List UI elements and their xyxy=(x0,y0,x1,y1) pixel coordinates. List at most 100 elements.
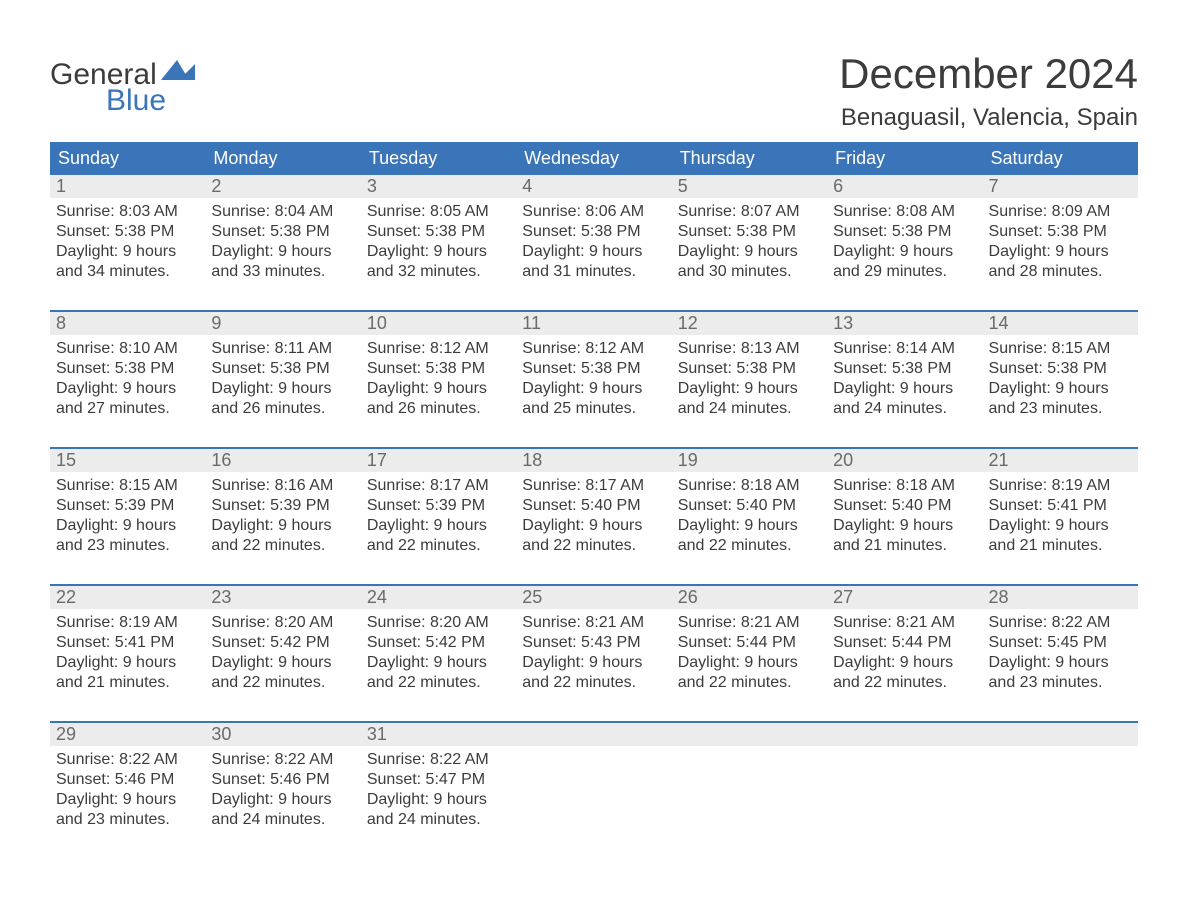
calendar-cell: 6Sunrise: 8:08 AMSunset: 5:38 PMDaylight… xyxy=(827,175,982,286)
day-number: 1 xyxy=(50,175,205,198)
sunrise-line: Sunrise: 8:19 AM xyxy=(56,613,199,633)
cell-body: Sunrise: 8:22 AMSunset: 5:46 PMDaylight:… xyxy=(205,746,360,834)
day-header-thursday: Thursday xyxy=(672,142,827,175)
calendar-cell xyxy=(672,723,827,834)
day-number: 31 xyxy=(361,723,516,746)
calendar-cell: 2Sunrise: 8:04 AMSunset: 5:38 PMDaylight… xyxy=(205,175,360,286)
daylight-line: Daylight: 9 hours and 32 minutes. xyxy=(367,242,510,282)
sunset-line: Sunset: 5:38 PM xyxy=(367,359,510,379)
sunrise-line: Sunrise: 8:16 AM xyxy=(211,476,354,496)
sunset-line: Sunset: 5:44 PM xyxy=(833,633,976,653)
day-header-sunday: Sunday xyxy=(50,142,205,175)
sunrise-line: Sunrise: 8:17 AM xyxy=(522,476,665,496)
logo: General Blue xyxy=(50,50,195,116)
daylight-line: Daylight: 9 hours and 26 minutes. xyxy=(211,379,354,419)
calendar-cell xyxy=(827,723,982,834)
day-number: 8 xyxy=(50,312,205,335)
sunset-line: Sunset: 5:38 PM xyxy=(211,359,354,379)
sunrise-line: Sunrise: 8:06 AM xyxy=(522,202,665,222)
week-row: 1Sunrise: 8:03 AMSunset: 5:38 PMDaylight… xyxy=(50,175,1138,286)
sunset-line: Sunset: 5:38 PM xyxy=(989,222,1132,242)
sunset-line: Sunset: 5:44 PM xyxy=(678,633,821,653)
sunset-line: Sunset: 5:39 PM xyxy=(367,496,510,516)
sunset-line: Sunset: 5:40 PM xyxy=(678,496,821,516)
day-header-tuesday: Tuesday xyxy=(361,142,516,175)
day-header-saturday: Saturday xyxy=(983,142,1138,175)
daylight-line: Daylight: 9 hours and 22 minutes. xyxy=(367,516,510,556)
cell-body: Sunrise: 8:17 AMSunset: 5:40 PMDaylight:… xyxy=(516,472,671,560)
sunrise-line: Sunrise: 8:12 AM xyxy=(522,339,665,359)
daylight-line: Daylight: 9 hours and 21 minutes. xyxy=(989,516,1132,556)
sunset-line: Sunset: 5:38 PM xyxy=(522,222,665,242)
day-number xyxy=(516,723,671,746)
day-number: 7 xyxy=(983,175,1138,198)
cell-body: Sunrise: 8:07 AMSunset: 5:38 PMDaylight:… xyxy=(672,198,827,286)
sunrise-line: Sunrise: 8:11 AM xyxy=(211,339,354,359)
day-number: 6 xyxy=(827,175,982,198)
sunrise-line: Sunrise: 8:04 AM xyxy=(211,202,354,222)
sunrise-line: Sunrise: 8:12 AM xyxy=(367,339,510,359)
daylight-line: Daylight: 9 hours and 27 minutes. xyxy=(56,379,199,419)
cell-body: Sunrise: 8:04 AMSunset: 5:38 PMDaylight:… xyxy=(205,198,360,286)
sunset-line: Sunset: 5:38 PM xyxy=(211,222,354,242)
calendar-cell: 3Sunrise: 8:05 AMSunset: 5:38 PMDaylight… xyxy=(361,175,516,286)
cell-body: Sunrise: 8:19 AMSunset: 5:41 PMDaylight:… xyxy=(983,472,1138,560)
day-number: 15 xyxy=(50,449,205,472)
daylight-line: Daylight: 9 hours and 22 minutes. xyxy=(833,653,976,693)
week-row: 8Sunrise: 8:10 AMSunset: 5:38 PMDaylight… xyxy=(50,310,1138,423)
sunrise-line: Sunrise: 8:07 AM xyxy=(678,202,821,222)
day-number: 30 xyxy=(205,723,360,746)
day-header-wednesday: Wednesday xyxy=(516,142,671,175)
sunset-line: Sunset: 5:42 PM xyxy=(211,633,354,653)
sunset-line: Sunset: 5:38 PM xyxy=(989,359,1132,379)
calendar-cell: 12Sunrise: 8:13 AMSunset: 5:38 PMDayligh… xyxy=(672,312,827,423)
day-number: 19 xyxy=(672,449,827,472)
daylight-line: Daylight: 9 hours and 22 minutes. xyxy=(678,653,821,693)
day-number xyxy=(827,723,982,746)
cell-body xyxy=(983,746,1138,754)
sunset-line: Sunset: 5:46 PM xyxy=(56,770,199,790)
daylight-line: Daylight: 9 hours and 28 minutes. xyxy=(989,242,1132,282)
cell-body: Sunrise: 8:22 AMSunset: 5:46 PMDaylight:… xyxy=(50,746,205,834)
calendar-cell: 20Sunrise: 8:18 AMSunset: 5:40 PMDayligh… xyxy=(827,449,982,560)
cell-body: Sunrise: 8:09 AMSunset: 5:38 PMDaylight:… xyxy=(983,198,1138,286)
daylight-line: Daylight: 9 hours and 23 minutes. xyxy=(56,516,199,556)
calendar-cell: 16Sunrise: 8:16 AMSunset: 5:39 PMDayligh… xyxy=(205,449,360,560)
cell-body: Sunrise: 8:11 AMSunset: 5:38 PMDaylight:… xyxy=(205,335,360,423)
sunrise-line: Sunrise: 8:20 AM xyxy=(211,613,354,633)
calendar-cell: 24Sunrise: 8:20 AMSunset: 5:42 PMDayligh… xyxy=(361,586,516,697)
week-row: 15Sunrise: 8:15 AMSunset: 5:39 PMDayligh… xyxy=(50,447,1138,560)
day-number: 3 xyxy=(361,175,516,198)
header: General Blue December 2024 Benaguasil, V… xyxy=(50,50,1138,132)
day-number: 14 xyxy=(983,312,1138,335)
day-number: 17 xyxy=(361,449,516,472)
cell-body: Sunrise: 8:03 AMSunset: 5:38 PMDaylight:… xyxy=(50,198,205,286)
sunrise-line: Sunrise: 8:21 AM xyxy=(678,613,821,633)
calendar-cell: 21Sunrise: 8:19 AMSunset: 5:41 PMDayligh… xyxy=(983,449,1138,560)
daylight-line: Daylight: 9 hours and 22 minutes. xyxy=(211,653,354,693)
cell-body: Sunrise: 8:14 AMSunset: 5:38 PMDaylight:… xyxy=(827,335,982,423)
flag-icon xyxy=(161,56,195,86)
weeks-container: 1Sunrise: 8:03 AMSunset: 5:38 PMDaylight… xyxy=(50,175,1138,834)
sunrise-line: Sunrise: 8:21 AM xyxy=(522,613,665,633)
calendar-cell: 11Sunrise: 8:12 AMSunset: 5:38 PMDayligh… xyxy=(516,312,671,423)
sunset-line: Sunset: 5:46 PM xyxy=(211,770,354,790)
sunrise-line: Sunrise: 8:10 AM xyxy=(56,339,199,359)
sunrise-line: Sunrise: 8:19 AM xyxy=(989,476,1132,496)
day-number: 2 xyxy=(205,175,360,198)
daylight-line: Daylight: 9 hours and 24 minutes. xyxy=(211,790,354,830)
calendar-cell: 15Sunrise: 8:15 AMSunset: 5:39 PMDayligh… xyxy=(50,449,205,560)
day-number: 28 xyxy=(983,586,1138,609)
daylight-line: Daylight: 9 hours and 25 minutes. xyxy=(522,379,665,419)
cell-body: Sunrise: 8:12 AMSunset: 5:38 PMDaylight:… xyxy=(361,335,516,423)
day-number: 5 xyxy=(672,175,827,198)
sunset-line: Sunset: 5:47 PM xyxy=(367,770,510,790)
day-number: 9 xyxy=(205,312,360,335)
daylight-line: Daylight: 9 hours and 22 minutes. xyxy=(678,516,821,556)
daylight-line: Daylight: 9 hours and 30 minutes. xyxy=(678,242,821,282)
sunset-line: Sunset: 5:38 PM xyxy=(833,222,976,242)
calendar-cell xyxy=(983,723,1138,834)
cell-body: Sunrise: 8:15 AMSunset: 5:39 PMDaylight:… xyxy=(50,472,205,560)
sunset-line: Sunset: 5:38 PM xyxy=(833,359,976,379)
calendar-cell: 5Sunrise: 8:07 AMSunset: 5:38 PMDaylight… xyxy=(672,175,827,286)
